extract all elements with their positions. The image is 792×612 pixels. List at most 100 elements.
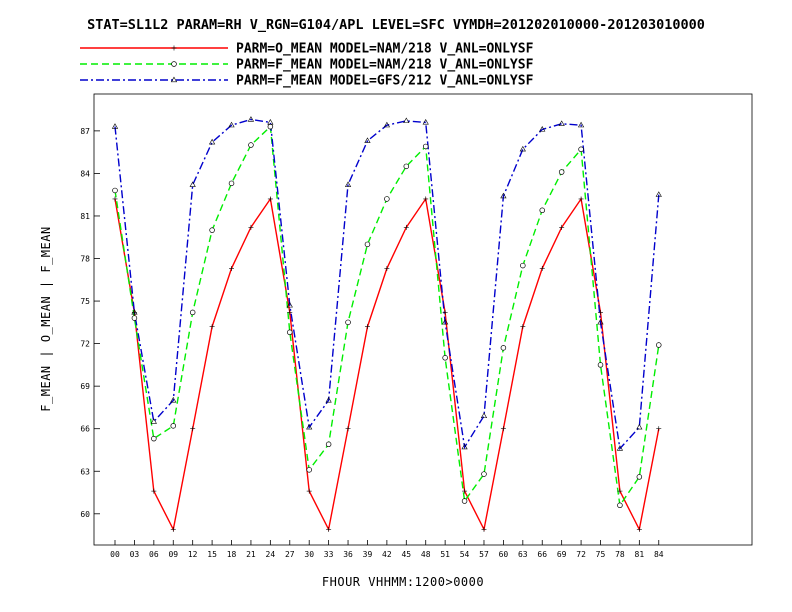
data-point [578,146,584,153]
data-point [345,319,351,326]
data-point [364,324,370,330]
data-point [247,116,255,122]
y-tick-label: 63 [80,467,90,476]
data-point [171,45,177,51]
data-point [228,180,235,187]
data-point [539,126,546,132]
x-tick-label: 06 [149,550,159,559]
data-point [112,187,118,194]
x-tick-label: 15 [207,550,217,559]
data-point [306,488,312,494]
series-line-1 [114,197,660,532]
data-point [306,467,312,473]
x-tick-label: 54 [460,550,470,559]
data-point [558,120,565,126]
data-point [267,196,273,202]
x-tick-label: 72 [576,550,586,559]
data-point [656,426,662,432]
x-tick-label: 30 [304,550,314,559]
data-point [422,118,429,125]
y-tick-label: 60 [80,510,90,519]
data-point [131,315,138,321]
data-point [209,227,215,233]
legend: PARM=O_MEAN MODEL=NAM/218 V_ANL=ONLYSFPA… [80,42,534,89]
data-point [442,355,448,361]
data-point [520,262,526,269]
data-point [325,441,332,448]
data-point [189,309,196,316]
data-point [229,265,235,271]
series-markers [111,116,662,532]
data-point [326,526,332,532]
data-point [170,76,178,83]
y-tick-label: 75 [80,297,90,306]
data-point [481,526,487,532]
data-point [442,309,448,315]
data-point [520,324,526,330]
data-point [248,224,254,230]
data-point [656,342,662,348]
data-point [151,488,157,494]
x-tick-label: 21 [246,550,256,559]
data-point [403,117,410,124]
data-point [442,318,449,325]
x-tick-label: 60 [499,550,509,559]
chart-title: STAT=SL1L2 PARAM=RH V_RGN=G104/APL LEVEL… [87,17,705,33]
legend-label: PARM=F_MEAN MODEL=NAM/218 V_ANL=ONLYSF [236,58,534,73]
data-point [170,396,177,403]
legend-label: PARM=O_MEAN MODEL=NAM/218 V_ANL=ONLYSF [236,42,534,57]
y-axis: 60 63 66 69 72 75 78 81 84 87 [80,127,100,519]
data-point [423,196,429,202]
x-tick-label: 27 [285,550,295,559]
data-point [559,224,565,230]
x-tick-label: 63 [518,550,528,559]
y-tick-label: 72 [80,340,90,349]
data-point [403,163,410,170]
y-tick-label: 78 [80,255,90,264]
x-tick-label: 36 [343,550,353,559]
x-tick-label: 39 [363,550,373,559]
series-markers-1 [112,196,662,532]
series-lines [114,118,660,532]
y-axis-label: F_MEAN | O_MEAN | F_MEAN [39,226,53,411]
data-point [578,196,584,202]
x-tick-label: 78 [615,550,625,559]
x-tick-label: 48 [421,550,431,559]
data-point [286,301,293,308]
data-point [267,123,274,130]
data-point [500,192,507,199]
data-point [384,196,390,202]
data-point [209,324,215,330]
x-tick-label: 24 [266,550,276,559]
series-line-3 [114,118,660,451]
x-tick-label: 45 [401,550,411,559]
x-axis-label: FHOUR VHHMM:1200>0000 [322,575,484,589]
x-tick-label: 12 [188,550,198,559]
data-point [151,435,157,442]
data-point [403,224,409,230]
data-point [171,61,177,67]
data-point [500,345,507,351]
data-point [287,329,293,336]
y-tick-label: 81 [80,212,90,221]
data-point [384,265,390,271]
data-point [190,426,196,432]
series-line-2 [114,125,660,508]
data-point [598,309,603,315]
data-point [189,181,196,187]
data-point [150,418,157,424]
data-point [539,207,545,214]
data-point [481,471,487,477]
x-tick-label: 57 [479,550,489,559]
data-point [597,318,604,325]
data-point [597,362,604,368]
data-point [655,191,662,197]
data-point [325,396,332,403]
x-tick-label: 00 [110,550,120,559]
data-point [364,137,371,143]
data-point [616,445,624,451]
x-tick-label: 09 [168,550,178,559]
plot-frame [93,93,753,546]
data-point [208,138,216,145]
